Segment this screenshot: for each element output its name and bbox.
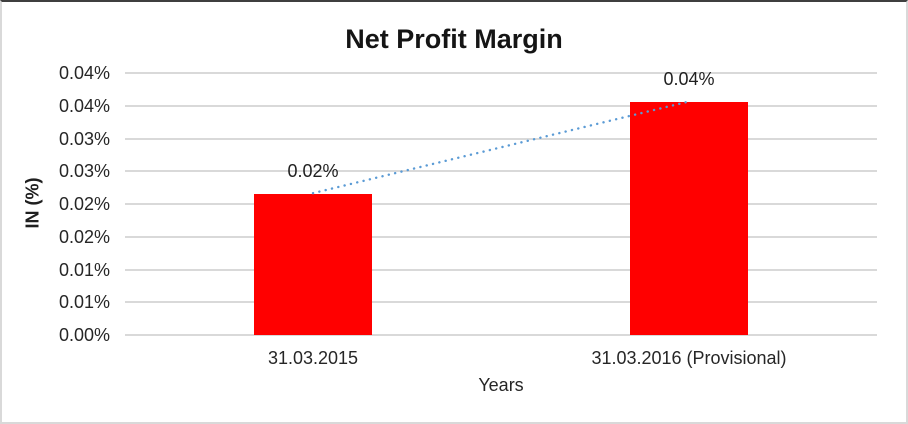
y-axis-tick-label: 0.00% bbox=[58, 325, 110, 345]
gridline bbox=[125, 203, 877, 205]
x-axis-tick-label: 31.03.2015 bbox=[267, 348, 359, 368]
trendline bbox=[311, 100, 691, 195]
gridline bbox=[125, 301, 877, 304]
trendline-path bbox=[311, 100, 691, 195]
x-axis-tick-label: 31.03.2016 (Provisional) bbox=[591, 348, 787, 368]
y-axis-tick-label: 0.04% bbox=[58, 63, 110, 83]
plot-area: 0.02% 0.04% bbox=[125, 69, 877, 336]
bar-31.03.2016 (Provisional) bbox=[630, 102, 748, 335]
y-axis-tick-label: 0.03% bbox=[58, 128, 110, 149]
chart-title: Net Profit Margin bbox=[345, 24, 563, 54]
y-axis-tick-label: 0.01% bbox=[58, 292, 110, 313]
gridline bbox=[125, 334, 877, 336]
y-axis-tick-label: 0.03% bbox=[58, 161, 110, 182]
data-label: 0.04% bbox=[663, 69, 715, 90]
bar-31.03.2015 bbox=[254, 194, 372, 335]
x-axis-title: Years bbox=[478, 375, 524, 395]
gridline bbox=[125, 104, 877, 107]
y-axis-tick-label: 0.04% bbox=[58, 95, 110, 116]
y-axis-tick-label: 0.02% bbox=[58, 194, 110, 214]
gridline bbox=[125, 72, 877, 74]
gridline bbox=[125, 170, 877, 173]
gridline bbox=[125, 268, 877, 271]
y-axis-tick-label: 0.02% bbox=[58, 226, 110, 247]
data-label: 0.02% bbox=[287, 161, 339, 182]
gridline bbox=[125, 137, 877, 140]
y-axis-tick-label: 0.01% bbox=[58, 259, 110, 280]
gridline bbox=[125, 235, 877, 238]
y-axis-tick-labels: 0.04% 0.04% 0.03% 0.03% 0.02% 0.02% 0.01% 0.01%… bbox=[2, 2, 110, 422]
